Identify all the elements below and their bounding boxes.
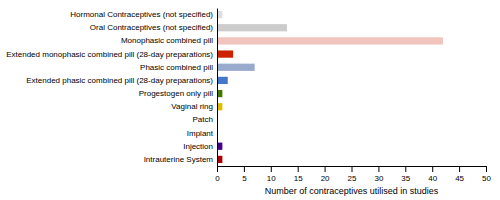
y-tick: Vaginal ring [171,102,213,111]
x-tick-label: 50 [482,174,491,183]
x-tick: 40 [428,166,437,183]
x-tick: 45 [455,166,464,183]
x-tick-label: 25 [348,174,357,183]
x-tick-mark [325,166,326,172]
x-tick-label: 0 [215,174,220,183]
x-tick-label: 10 [267,174,276,183]
x-tick-label: 5 [242,174,247,183]
y-tick: Monophasic combined pill [121,36,213,45]
x-axis-title: Number of contraceptives utilised in stu… [265,186,439,196]
x-tick-label: 40 [428,174,437,183]
y-tick-label: Intrauterine System [144,155,214,164]
x-tick: 20 [321,166,330,183]
x-tick: 15 [294,166,303,183]
x-tick-mark [459,166,460,172]
x-tick-label: 20 [321,174,330,183]
bars [217,11,443,163]
y-tick: Extended monophasic combined pill (28-da… [6,50,213,59]
bar [217,24,287,31]
x-tick: 50 [482,166,491,183]
y-tick: Hormonal Contraceptives (not specified) [70,10,213,19]
x-tick: 30 [374,166,383,183]
x-tick-label: 30 [374,174,383,183]
x-tick-mark [217,166,218,172]
y-tick-label: Oral Contraceptives (not specified) [90,23,214,32]
y-tick: Progestogen only pill [139,89,213,98]
chart-container: 05101520253035404550Intrauterine SystemI… [0,0,500,200]
x-tick-mark [271,166,272,172]
y-tick-label: Injection [183,142,213,151]
x-tick-mark [378,166,379,172]
y-axis: Intrauterine System Injection Implant Patch… [6,9,217,167]
y-tick: Patch [193,115,213,124]
y-tick-label: Extended phasic combined pill (28-day pr… [26,76,213,85]
x-tick-label: 35 [401,174,410,183]
y-tick: Oral Contraceptives (not specified) [90,23,214,32]
y-tick-label: Implant [187,129,214,138]
y-tick: Extended phasic combined pill (28-day pr… [26,76,213,85]
chart: 05101520253035404550Intrauterine SystemI… [0,0,500,200]
x-tick: 10 [267,166,276,183]
y-tick: Phasic combined pill [140,63,213,72]
x-axis-line [218,167,487,173]
x-tick-mark [352,166,353,172]
x-tick-label: 15 [294,174,303,183]
bar [217,37,443,44]
y-tick-label: Extended monophasic combined pill (28-da… [6,50,213,59]
x-tick: 35 [401,166,410,183]
bar [217,77,228,84]
y-tick-label: Hormonal Contraceptives (not specified) [70,10,213,19]
x-tick: 5 [242,166,247,183]
y-tick-label: Progestogen only pill [139,89,213,98]
x-tick: 25 [348,166,357,183]
y-tick: Implant [187,129,214,138]
y-tick-label: Monophasic combined pill [121,36,213,45]
y-tick-label: Phasic combined pill [140,63,213,72]
y-tick-label: Patch [193,115,213,124]
x-tick-mark [298,166,299,172]
y-tick-label: Vaginal ring [171,102,213,111]
x-tick: 0 [215,166,220,183]
x-tick-label: 45 [455,174,464,183]
y-tick: Intrauterine System [144,155,214,164]
x-tick-mark [432,166,433,172]
bar [217,64,255,71]
y-tick: Injection [183,142,213,151]
plot: 05101520253035404550Intrauterine SystemI… [6,9,491,183]
x-tick-mark [244,166,245,172]
x-tick-mark [486,166,487,172]
x-tick-mark [405,166,406,172]
bar [217,50,233,57]
x-axis: 0 5 10 15 20 25 30 35 40 45 50 [215,166,491,183]
y-axis-line [217,9,218,167]
